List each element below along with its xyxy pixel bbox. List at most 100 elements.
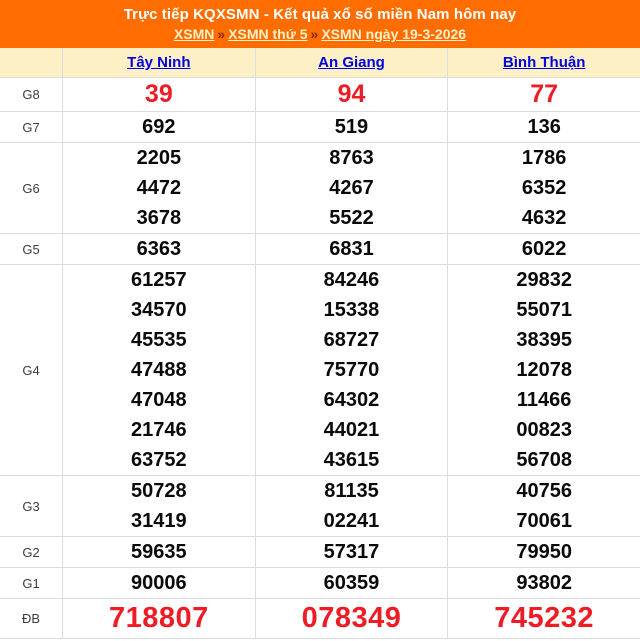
prize-group-G6: G6 2205 4472 3678 8763 4267 5522 1786 6352 4632	[0, 143, 640, 234]
result-number: 44021	[323, 419, 380, 441]
prize-label: G5	[22, 241, 40, 257]
province-header-cell: Tây Ninh	[62, 48, 255, 77]
result-cell: 718807	[62, 599, 255, 638]
prize-label: G3	[22, 498, 40, 514]
result-number: 90006	[131, 572, 187, 594]
page-header: Trực tiếp KQXSMN - Kết quả xổ số miền Na…	[0, 0, 640, 48]
result-number: 1786	[521, 147, 567, 169]
result-number: 692	[142, 116, 176, 138]
result-number: 59635	[131, 541, 187, 563]
result-number: 21746	[131, 419, 187, 441]
result-cell: 692	[62, 112, 255, 142]
result-cell: 61257 34570 45535 47488 47048 21746 63752	[62, 265, 255, 475]
result-number: 57317	[323, 541, 380, 563]
prize-group-G4: G4 61257 34570 45535 47488 47048 21746 63752 842…	[0, 265, 640, 476]
prize-label: G2	[22, 544, 40, 560]
result-cell: 57317	[254, 537, 448, 567]
result-number: 00823	[516, 419, 572, 441]
result-number: 4632	[521, 207, 567, 229]
result-number: 02241	[323, 510, 380, 532]
result-number: 93802	[516, 572, 572, 594]
result-cell: 60359	[254, 568, 448, 598]
result-number: 63752	[131, 449, 187, 471]
result-number: 745232	[494, 602, 595, 634]
result-number: 38395	[516, 329, 572, 351]
result-number: 6022	[521, 238, 567, 260]
result-number: 39	[144, 80, 173, 108]
result-number: 4267	[329, 177, 374, 199]
province-link[interactable]: An Giang	[318, 54, 385, 71]
result-number: 75770	[323, 359, 380, 381]
result-number: 31419	[131, 510, 187, 532]
province-link[interactable]: Tây Ninh	[127, 54, 191, 71]
result-cell: 94	[254, 78, 448, 111]
result-number: 2205	[136, 147, 182, 169]
result-number: 64302	[323, 389, 380, 411]
result-number: 94	[337, 80, 366, 108]
result-number: 68727	[323, 329, 380, 351]
result-cell: 6831	[254, 234, 448, 264]
result-number: 5522	[329, 207, 374, 229]
result-cell: 8763 4267 5522	[254, 143, 448, 233]
result-cell: 6022	[447, 234, 640, 264]
province-header-cell: An Giang	[254, 48, 448, 77]
prize-group-G3: G3 50728 31419 81135 02241 40756 70061	[0, 476, 640, 537]
result-number: 11466	[516, 389, 572, 411]
prize-label-header	[0, 48, 62, 77]
result-number: 40756	[516, 480, 572, 502]
prize-group-ĐB: ĐB 718807 078349 745232	[0, 599, 640, 639]
prize-group-G7: G7 692 519 136	[0, 112, 640, 143]
breadcrumb-separator: »	[217, 26, 226, 42]
result-number: 3678	[136, 207, 182, 229]
prize-group-G5: G5 6363 6831 6022	[0, 234, 640, 265]
result-number: 79950	[516, 541, 572, 563]
result-cell: 59635	[62, 537, 255, 567]
result-number: 81135	[324, 480, 379, 502]
result-number: 84246	[323, 269, 380, 291]
breadcrumb-link[interactable]: XSMN thứ 5	[228, 26, 308, 42]
result-number: 4472	[136, 177, 182, 199]
result-cell: 84246 15338 68727 75770 64302 44021 43615	[254, 265, 448, 475]
result-number: 8763	[329, 147, 374, 169]
prize-group-G8: G8 39 94 77	[0, 78, 640, 112]
breadcrumb-link[interactable]: XSMN ngày 19-3-2026	[321, 26, 467, 42]
result-number: 55071	[516, 299, 572, 321]
result-cell: 29832 55071 38395 12078 11466 00823 56708	[447, 265, 640, 475]
result-number: 56708	[516, 449, 572, 471]
prize-group-G2: G2 59635 57317 79950	[0, 537, 640, 568]
province-header-cell: Bình Thuận	[447, 48, 640, 77]
result-number: 77	[530, 80, 559, 108]
result-number: 43615	[323, 449, 380, 471]
prize-label: G1	[22, 575, 40, 591]
breadcrumb-separator: »	[310, 26, 319, 42]
result-cell: 519	[254, 112, 448, 142]
result-number: 34570	[131, 299, 187, 321]
result-number: 136	[527, 116, 561, 138]
prize-label: G4	[22, 362, 40, 378]
breadcrumb-link[interactable]: XSMN	[173, 26, 215, 42]
result-number: 6363	[136, 238, 182, 260]
result-cell: 2205 4472 3678	[62, 143, 255, 233]
result-cell: 50728 31419	[62, 476, 255, 536]
province-link[interactable]: Bình Thuận	[502, 54, 586, 71]
result-cell: 79950	[447, 537, 640, 567]
prize-label: ĐB	[21, 611, 41, 626]
result-number: 718807	[108, 602, 209, 634]
result-cell: 77	[447, 78, 640, 111]
result-cell: 136	[447, 112, 640, 142]
result-cell: 40756 70061	[447, 476, 640, 536]
result-number: 47488	[131, 359, 187, 381]
result-cell: 39	[62, 78, 255, 111]
result-number: 47048	[131, 389, 187, 411]
prize-label: G7	[22, 119, 40, 135]
result-cell: 078349	[254, 599, 448, 638]
province-header-row: Tây Ninh An Giang Bình Thuận	[0, 48, 640, 78]
results-table: Tây Ninh An Giang Bình Thuận G8 39 94 77 G7 692 5…	[0, 48, 640, 639]
prize-group-G1: G1 90006 60359 93802	[0, 568, 640, 599]
result-cell: 6363	[62, 234, 255, 264]
result-number: 29832	[516, 269, 572, 291]
result-number: 519	[334, 116, 369, 138]
result-number: 12078	[516, 359, 572, 381]
result-number: 078349	[301, 602, 402, 634]
